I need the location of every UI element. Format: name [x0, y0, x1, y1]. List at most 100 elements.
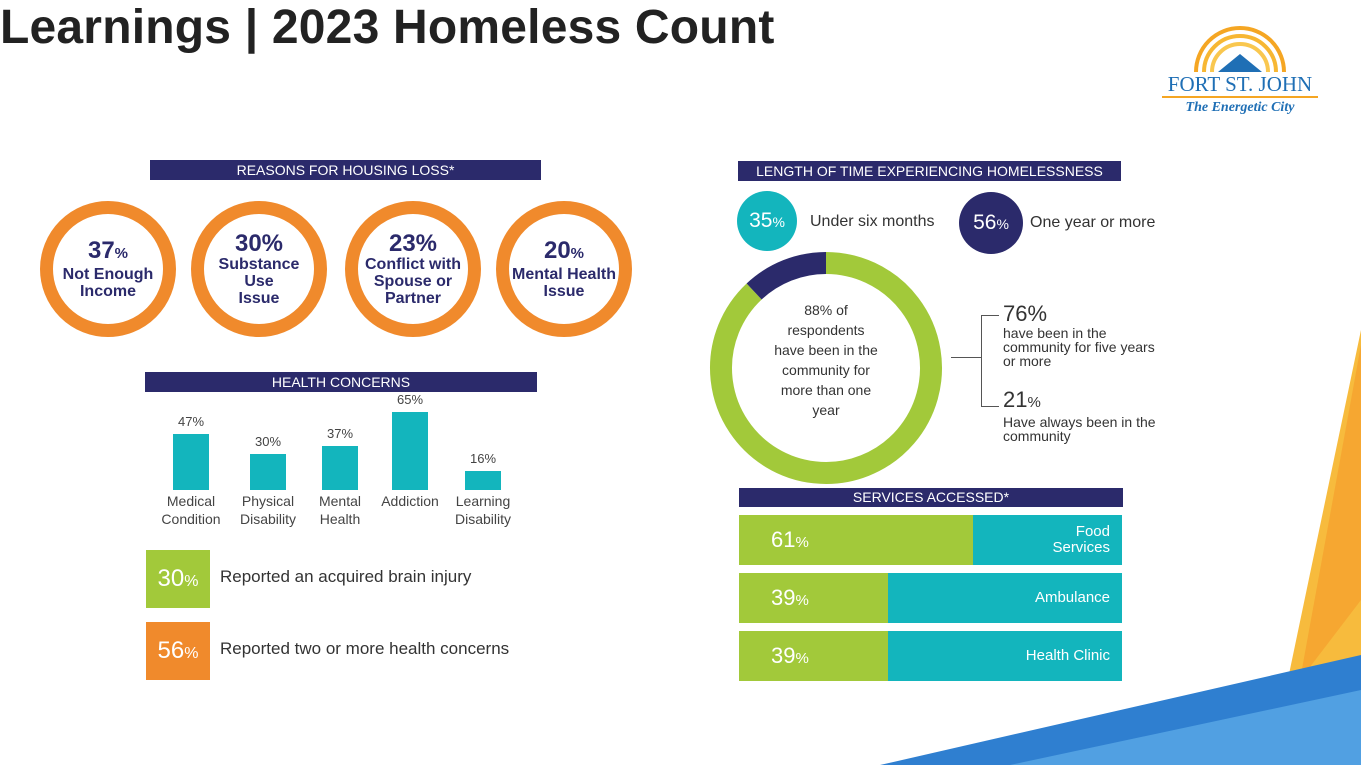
- reason-label: Conflict with: [365, 255, 461, 273]
- health-category-line: Disability: [239, 511, 296, 527]
- health-category-line: Physical: [241, 493, 295, 509]
- reason-percent-value: 30%: [234, 229, 284, 257]
- health-bar: [465, 470, 501, 490]
- callout-value-text: 21%: [1003, 387, 1041, 412]
- callout: 21% Have always been in the community: [1003, 388, 1183, 444]
- health-bar-category: Addiction: [365, 492, 455, 510]
- service-percent-value-unit: %: [795, 534, 809, 551]
- legend-percent: 35%: [749, 209, 785, 232]
- donut-center-line: year: [812, 402, 840, 418]
- reason-percent: 37%: [87, 236, 129, 266]
- reason-percent-value-unit: %: [114, 244, 129, 262]
- callout: 76% have been in the community for five ye…: [1003, 302, 1183, 369]
- donut-center-line: respondents: [787, 322, 865, 338]
- callout-line: or more: [1003, 353, 1052, 369]
- reason-label: Mental Health: [511, 265, 616, 283]
- stat-box-value: 30%: [157, 565, 199, 592]
- health-bar: [392, 412, 428, 490]
- health-bar-value: 47%: [177, 413, 205, 429]
- callout-value: 76%: [1003, 302, 1183, 326]
- service-bar-fill: [739, 573, 889, 623]
- health-bar-value: 30%: [254, 434, 282, 449]
- service-label-line: Food: [1075, 523, 1110, 540]
- health-bar-value: 37%: [326, 425, 354, 441]
- service-label-line: Services: [1052, 539, 1110, 556]
- stat-box: 56%: [146, 622, 210, 680]
- donut-center-text: 88% of respondents have been in the communi…: [756, 300, 896, 420]
- health-bar-category: Medical Condition: [146, 492, 236, 528]
- callout-value: 21%: [1003, 388, 1183, 415]
- health-category-line: Addiction: [381, 493, 439, 509]
- service-bar-fill: [739, 631, 889, 681]
- callout-value-text-unit: %: [1027, 394, 1041, 411]
- service-label: Food Services: [1052, 524, 1110, 556]
- service-label-line: Ambulance: [1034, 589, 1110, 606]
- callout-connector: [951, 357, 981, 358]
- service-bar-fill: [739, 515, 973, 565]
- donut-center-line: have been in the: [774, 342, 878, 358]
- city-logo: FORT ST. JOHN The Energetic City: [1160, 22, 1320, 122]
- stat-box-text: Reported two or more health concerns: [220, 639, 510, 658]
- callout-line: have been in the: [1003, 325, 1107, 341]
- services-accessed-header: SERVICES ACCESSED*: [739, 488, 1123, 507]
- stat-box-value-unit: %: [184, 573, 199, 590]
- stat-box-value-unit: %: [184, 645, 199, 662]
- health-bar-category: Mental Health: [295, 492, 385, 528]
- health-bar-category: Physical Disability: [223, 492, 313, 528]
- reason-label: Spouse or: [373, 272, 453, 290]
- donut-slice-community: [710, 252, 942, 484]
- reason-percent: 30%: [234, 229, 284, 257]
- legend-label: Under six months: [810, 213, 935, 230]
- service-percent-value: 61%: [771, 527, 809, 552]
- legend-circle: 35%: [737, 191, 797, 251]
- logo-tagline: The Energetic City: [1185, 100, 1295, 115]
- stat-box-text: Reported an acquired brain injury: [220, 567, 472, 586]
- light-blue-wedge: [1010, 690, 1361, 765]
- sunrise-logo-icon: [1194, 26, 1286, 73]
- legend-label: One year or more: [1030, 214, 1156, 231]
- housing-loss-reason: 37% Not Enough Income: [40, 201, 176, 337]
- health-bar-value: 65%: [396, 392, 424, 407]
- donut-center-line: 88% of: [804, 302, 848, 318]
- service-percent: 39%: [771, 643, 809, 669]
- homelessness-length-header: LENGTH OF TIME EXPERIENCING HOMELESSNESS: [738, 161, 1121, 181]
- service-label-line: Health Clinic: [1025, 647, 1110, 664]
- page-title: Learnings | 2023 Homeless Count: [0, 1, 775, 54]
- health-category-line: Mental: [318, 493, 362, 509]
- donut-center-line: more than one: [780, 382, 872, 398]
- reason-percent-value: 20%: [543, 236, 585, 264]
- service-percent-value-unit: %: [795, 592, 809, 609]
- health-bar-category: Learning Disability: [438, 492, 528, 528]
- legend-percent: 56%: [973, 211, 1009, 234]
- reason-percent-value: 23%: [388, 229, 438, 257]
- reason-percent: 20%: [543, 236, 585, 266]
- orange-wedge: [1300, 345, 1361, 680]
- housing-loss-reason: 23% Conflict with Spouse or Partner: [345, 201, 481, 337]
- health-category-line: Learning: [455, 493, 511, 509]
- service-label: Health Clinic: [1026, 648, 1110, 664]
- service-percent: 61%: [771, 527, 809, 553]
- service-bar: 39% Health Clinic: [739, 631, 1122, 681]
- reason-label: Issue: [238, 289, 280, 307]
- housing-loss-reason: 20% Mental Health Issue: [496, 201, 632, 337]
- reason-label: Not Enough: [62, 265, 154, 283]
- callout-tick: [981, 406, 999, 407]
- yellow-wedge: [1270, 330, 1361, 765]
- health-category-line: Disability: [454, 511, 511, 527]
- donut-slice-other: [746, 252, 827, 300]
- reason-label: Partner: [384, 289, 442, 307]
- callout-bracket: [981, 315, 982, 407]
- reason-percent-value: 37%: [87, 236, 129, 264]
- service-bar: 39% Ambulance: [739, 573, 1122, 623]
- health-bar-value: 16%: [469, 450, 497, 466]
- homelessness-donut: [710, 252, 942, 484]
- service-percent: 39%: [771, 585, 809, 611]
- stat-box: 30%: [146, 550, 210, 608]
- health-bar: [322, 445, 358, 490]
- callout-line: community: [1003, 428, 1071, 444]
- health-category-line: Condition: [161, 511, 221, 527]
- callout-value-text: 76%: [1003, 301, 1048, 326]
- legend-percent-unit: %: [772, 214, 785, 230]
- service-percent-value: 39%: [771, 643, 809, 668]
